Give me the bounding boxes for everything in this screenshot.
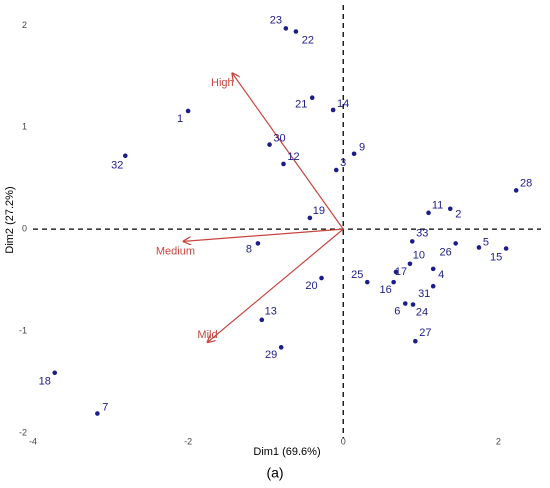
- y-tick-label: -1: [19, 325, 27, 335]
- point-label: 27: [419, 327, 431, 339]
- point: [267, 142, 272, 147]
- caption: (a): [266, 465, 283, 481]
- point: [430, 266, 436, 272]
- point: [393, 269, 399, 275]
- point-label: 31: [418, 288, 430, 300]
- point-label: 20: [305, 280, 317, 292]
- point: [330, 107, 336, 113]
- point: [259, 317, 265, 323]
- point: [283, 26, 289, 31]
- point: [122, 153, 128, 159]
- point-label: 21: [295, 99, 307, 111]
- point: [95, 411, 100, 416]
- y-tick-label: 0: [22, 224, 27, 234]
- point: [413, 338, 418, 344]
- point-label: 25: [351, 269, 363, 281]
- point-label: 11: [432, 200, 443, 212]
- point-label: 29: [265, 349, 277, 361]
- point: [453, 241, 458, 246]
- point-label: 14: [337, 98, 349, 110]
- arrow-label: Medium: [156, 245, 195, 257]
- point: [410, 302, 416, 307]
- point: [402, 301, 408, 306]
- point: [333, 167, 339, 173]
- point: [278, 345, 284, 350]
- point: [281, 161, 286, 167]
- loading-arrow: [208, 228, 344, 342]
- point: [407, 261, 413, 267]
- point-label: 18: [39, 376, 51, 388]
- point-label: 17: [395, 266, 407, 278]
- point-label: 22: [302, 34, 314, 46]
- point: [430, 283, 436, 289]
- arrow-label: High: [211, 77, 234, 89]
- x-tick-label: -4: [29, 436, 37, 446]
- point-label: 3: [340, 157, 346, 169]
- point-label: 12: [287, 151, 299, 163]
- point-label: 26: [440, 246, 452, 258]
- point-label: 10: [413, 250, 425, 262]
- x-tick-label: -2: [184, 436, 192, 446]
- point-label: 33: [416, 227, 428, 239]
- point-label: 13: [265, 306, 277, 318]
- y-axis-label: Dim2 (27.2%): [4, 186, 16, 253]
- point: [307, 215, 313, 221]
- point: [364, 279, 370, 285]
- y-tick-label: -2: [19, 427, 27, 437]
- point-label: 7: [102, 401, 108, 413]
- loading-arrow: [232, 73, 344, 230]
- point-label: 15: [490, 251, 502, 263]
- point: [309, 95, 315, 101]
- point: [476, 245, 482, 250]
- loading-arrow: [183, 228, 344, 241]
- point-label: 16: [380, 284, 392, 296]
- point-label: 32: [111, 160, 123, 172]
- point: [319, 275, 324, 281]
- x-axis-label: Dim1 (69.6%): [253, 446, 320, 458]
- point: [391, 279, 396, 285]
- point: [255, 241, 261, 246]
- point: [351, 151, 357, 157]
- point: [513, 188, 519, 193]
- point-label: 23: [270, 14, 282, 26]
- point: [185, 108, 191, 114]
- y-tick-label: 2: [22, 20, 27, 30]
- x-tick-label: 2: [496, 436, 501, 446]
- point-label: 19: [313, 205, 325, 217]
- point-label: 4: [438, 269, 444, 281]
- point: [409, 239, 415, 244]
- arrow-label: Mild: [197, 329, 217, 341]
- point-label: 2: [455, 209, 461, 221]
- point-label: 6: [394, 305, 400, 317]
- point: [426, 210, 431, 216]
- point-label: 28: [520, 177, 532, 189]
- point-label: 1: [177, 113, 183, 125]
- point-label: 24: [416, 306, 428, 318]
- point-label: 9: [359, 142, 365, 154]
- y-tick-label: 1: [22, 122, 27, 132]
- point-label: 8: [246, 243, 252, 255]
- x-tick-label: 0: [341, 436, 346, 446]
- point: [503, 246, 509, 251]
- point-label: 5: [483, 236, 489, 248]
- point: [447, 206, 453, 212]
- point: [52, 370, 58, 376]
- point-label: 30: [273, 132, 285, 144]
- point: [293, 29, 299, 34]
